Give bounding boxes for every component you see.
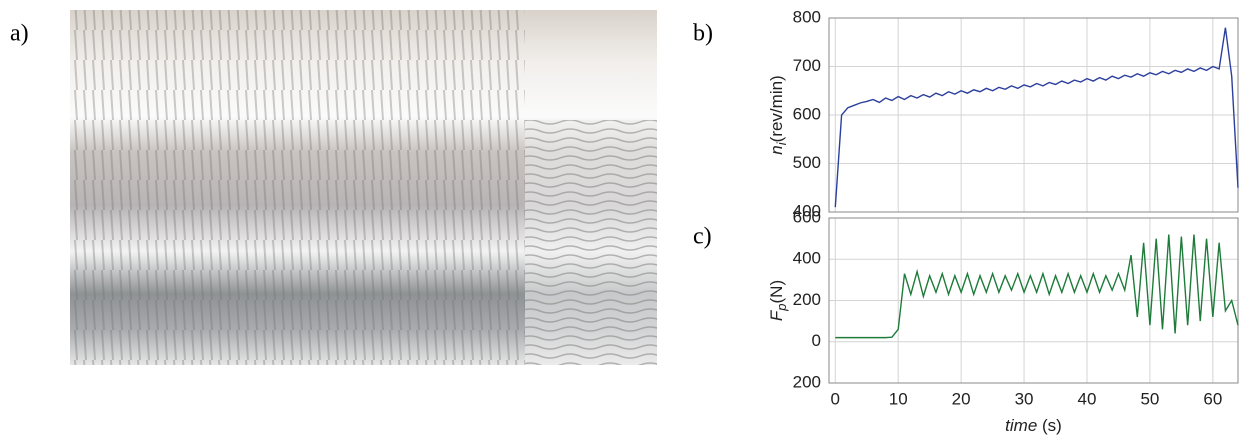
y-tick-label: 600: [793, 207, 821, 226]
x-tick-label: 60: [1203, 389, 1222, 408]
y-tick-label: 500: [793, 153, 821, 172]
data-line: [834, 27, 1239, 208]
y-label-unit: (rev/min): [767, 75, 786, 142]
y-axis-label: Fp(N): [767, 280, 789, 321]
x-tick-label: 10: [889, 389, 908, 408]
y-tick-label: 400: [793, 249, 821, 268]
x-tick-label: 30: [1015, 389, 1034, 408]
y-label-unit: (N): [767, 280, 786, 304]
x-tick-label: 20: [952, 389, 971, 408]
y-label-symbol: F: [767, 309, 786, 321]
panel-label: c): [693, 224, 712, 250]
y-tick-label: 0: [812, 331, 821, 350]
panel-label: a): [10, 21, 29, 47]
y-tick-label: 400: [793, 201, 821, 220]
y-tick-label: 600: [793, 104, 821, 123]
plot-frame: [828, 17, 1239, 213]
y-label-symbol: n: [767, 145, 786, 154]
y-tick-label: 700: [793, 56, 821, 75]
y-axis-label: ni(rev/min): [767, 75, 789, 154]
y-label-subscript: i: [774, 141, 789, 145]
panel-label: b): [693, 21, 713, 47]
y-tick-label: 800: [793, 7, 821, 26]
data-line: [835, 234, 1239, 339]
x-tick-label: 50: [1140, 389, 1159, 408]
x-label-symbol: time: [1005, 416, 1037, 435]
y-label-subscript: p: [774, 303, 789, 311]
x-label-unit: (s): [1042, 416, 1062, 435]
x-axis-label: time (s): [1005, 416, 1062, 435]
y-tick-label: 200: [793, 372, 821, 391]
plot-frame: [828, 217, 1239, 384]
x-tick-label: 40: [1078, 389, 1097, 408]
photo: [70, 10, 657, 365]
y-tick-label: 200: [793, 290, 821, 309]
x-tick-label: 0: [831, 389, 840, 408]
